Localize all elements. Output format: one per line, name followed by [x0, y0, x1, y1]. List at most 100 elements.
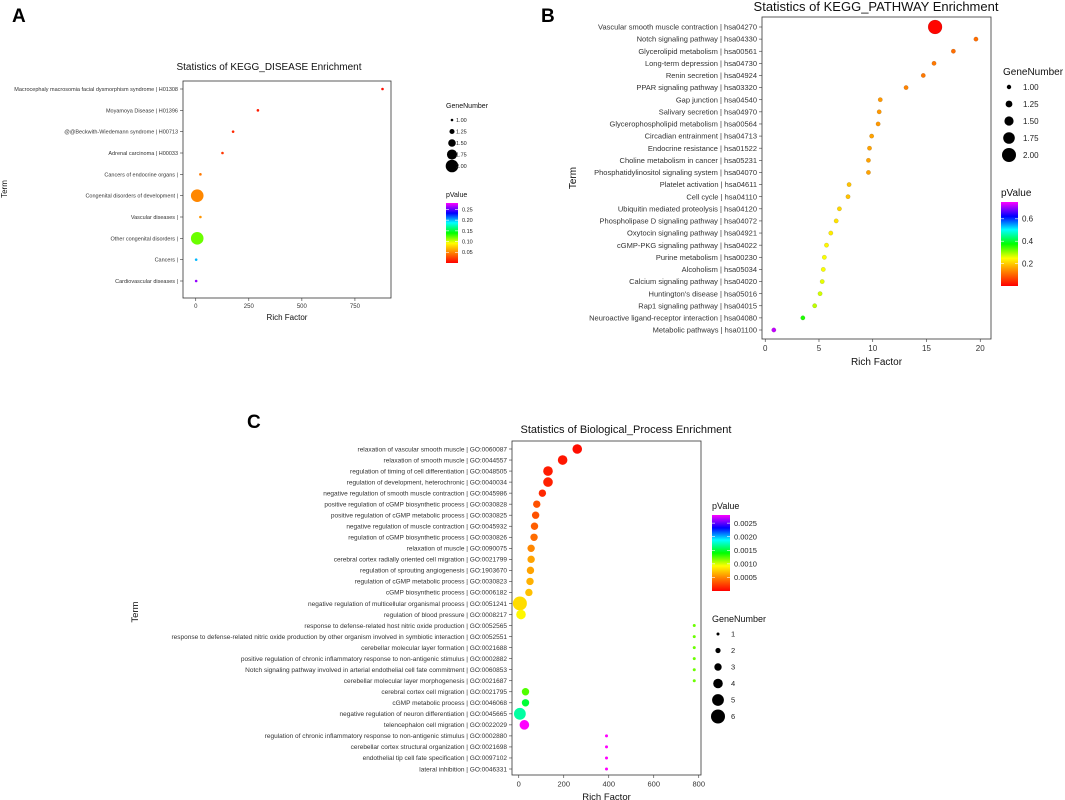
panel-a-size-legend-dot — [446, 149, 458, 160]
panel-b-term-label: Alcoholism | hsa05034 — [682, 265, 757, 274]
panel-b-point — [876, 109, 882, 115]
panel-c-point — [692, 668, 696, 672]
panel-c-term-label: regulation of chronic inflammatory respo… — [265, 733, 508, 740]
panel-a-point — [190, 232, 204, 245]
panel-c-point — [521, 699, 530, 707]
panel-b-size-legend-dot — [1006, 84, 1012, 90]
panel-c-term-label: regulation of cGMP biosynthetic process … — [348, 535, 507, 542]
panel-c-size-legend-dot — [714, 663, 722, 671]
panel-c-point — [521, 688, 530, 696]
panel-c-colorbar-label: 0.0005 — [734, 573, 757, 582]
panel-b-size-legend-label: 1.75 — [1023, 134, 1039, 143]
panel-b-point — [771, 327, 777, 333]
panel-a-size-legend-label: 2.00 — [456, 164, 467, 170]
panel-c-term-label: endothelial tip cell fate specification … — [363, 755, 508, 762]
panel-c-point — [543, 477, 553, 487]
panel-a-point — [221, 151, 224, 155]
panel-c-point — [605, 767, 608, 771]
panel-a-term-label: Moyamoya Disease | H01396 — [106, 108, 178, 114]
panel-c-point — [557, 455, 568, 465]
panel-c-colorbar — [712, 515, 730, 591]
panel-a-term-label: Macrocephaly macrosomia facial dysmorphi… — [14, 87, 178, 93]
panel-b-xtick-label: 10 — [868, 344, 877, 353]
panel-c-term-label: positive regulation of chronic inflammat… — [241, 656, 508, 663]
panel-c-point — [530, 522, 539, 530]
panel-c-point — [692, 624, 696, 628]
panel-b-size-legend-dot — [1004, 116, 1014, 126]
panel-a-size-legend-label: 1.75 — [456, 152, 467, 158]
panel-b-point — [812, 303, 818, 309]
panel-b-term-label: Neuroactive ligand-receptor interaction … — [589, 314, 757, 323]
panel-a-point — [199, 173, 202, 176]
panel-a-ylabel: Term — [0, 180, 9, 198]
panel-b-point — [820, 266, 826, 272]
panel-c-point — [605, 756, 608, 760]
panel-c-size-legend-label: 4 — [731, 679, 735, 688]
panel-c-term-label: lateral inhibition | GO:0046331 — [419, 766, 507, 773]
panel-c-term-label: relaxation of muscle | GO:0090075 — [407, 546, 508, 553]
panel-a-term-label: Other congenital disorders | — [111, 236, 178, 242]
panel-b-colorbar-label: 0.4 — [1022, 237, 1034, 246]
panel-c-size-legend-title: GeneNumber — [712, 614, 766, 624]
panel-a-xtick-label: 750 — [350, 304, 361, 310]
panel-c-term-label: regulation of sprouting angiogenesis | G… — [360, 568, 507, 575]
panel-b-point — [866, 157, 871, 163]
panel-a-colorbar-label: 0.10 — [462, 239, 473, 245]
panel-c-term-label: negative regulation of neuron differenti… — [340, 711, 508, 718]
panel-b-term-label: Oxytocin signaling pathway | hsa04921 — [627, 229, 757, 238]
panel-b-point — [931, 60, 937, 66]
panel-b-term-label: Renin secretion | hsa04924 — [666, 71, 757, 80]
panel-b-colorbar-label: 0.2 — [1022, 259, 1034, 268]
panel-c-colorbar-label: 0.0020 — [734, 532, 757, 541]
panel-c-xtick-label: 600 — [647, 780, 660, 789]
panel-c-point — [526, 577, 534, 586]
panel-a-point — [194, 258, 198, 261]
panel-b-point — [828, 230, 834, 236]
panel-c-xtick-label: 200 — [557, 780, 570, 789]
panel-c-size-legend-dot — [715, 647, 721, 654]
panel-b-term-label: PPAR signaling pathway | hsa03320 — [636, 83, 757, 92]
panel-c-term-label: cerebral cortex radially oriented cell m… — [334, 557, 508, 564]
panel-c-size-legend-dot — [716, 632, 720, 636]
panel-b-term-label: Long-term depression | hsa04730 — [645, 59, 757, 68]
panel-c-point — [692, 657, 696, 661]
panel-a-size-legend-label: 1.00 — [456, 118, 467, 124]
panel-a-size-legend-dot — [448, 139, 456, 147]
panel-a-colorbar-label: 0.20 — [462, 218, 473, 224]
panel-c-term-label: cGMP biosynthetic process | GO:0006182 — [386, 590, 508, 597]
panel-c-size-legend-label: 2 — [731, 646, 735, 655]
panel-b-point — [817, 291, 823, 297]
panel-a-point — [381, 87, 384, 91]
panel-c-term-label: Notch signaling pathway involved in arte… — [245, 667, 507, 674]
panel-c-term-label: cerebellar molecular layer morphogenesis… — [344, 678, 508, 685]
panel-a-point — [231, 130, 235, 133]
panel-b-ylabel: Term — [568, 167, 579, 189]
panel-c-term-label: regulation of development, heterochronic… — [347, 479, 508, 486]
panel-a-size-legend-title: GeneNumber — [446, 103, 489, 110]
panel-c-point — [538, 489, 547, 497]
panel-a-size-legend-dot — [445, 159, 459, 173]
panel-b-point — [875, 121, 881, 127]
panel-a-xlabel: Rich Factor — [267, 313, 308, 322]
panel-b-term-label: Circadian entrainment | hsa04713 — [645, 132, 757, 141]
panel-b-point — [903, 85, 909, 91]
panel-a-term-label: @@Beckwith-Wiedemann syndrome | H00713 — [64, 130, 178, 136]
panel-c-size-legend-label: 1 — [731, 630, 735, 639]
panel-a-term-label: Cardiovascular diseases | — [115, 279, 178, 285]
panel-c-xlabel: Rich Factor — [582, 792, 631, 800]
panel-b-term-label: Platelet activation | hsa04611 — [660, 180, 757, 189]
panel-c-color-legend-title: pValue — [712, 501, 739, 511]
panel-c-term-label: regulation of timing of cell differentia… — [350, 468, 507, 475]
panel-c-point — [692, 646, 696, 650]
panel-c-colorbar-label: 0.0025 — [734, 519, 757, 528]
panel-a-term-label: Adrenal carcinoma | H00033 — [108, 151, 178, 157]
panel-a-size-legend-dot — [450, 118, 454, 122]
panel-b-letter: B — [541, 6, 555, 27]
panel-c-point — [692, 635, 696, 639]
panel-b-point — [833, 218, 839, 224]
panel-b-term-label: Metabolic pathways | hsa01100 — [653, 326, 757, 335]
panel-a-xtick-label: 500 — [297, 304, 308, 310]
panel-a-term-label: Cancers of endocrine organs | — [104, 172, 178, 178]
panel-b-color-legend-title: pValue — [1001, 188, 1032, 199]
panel-b-point — [821, 254, 827, 260]
